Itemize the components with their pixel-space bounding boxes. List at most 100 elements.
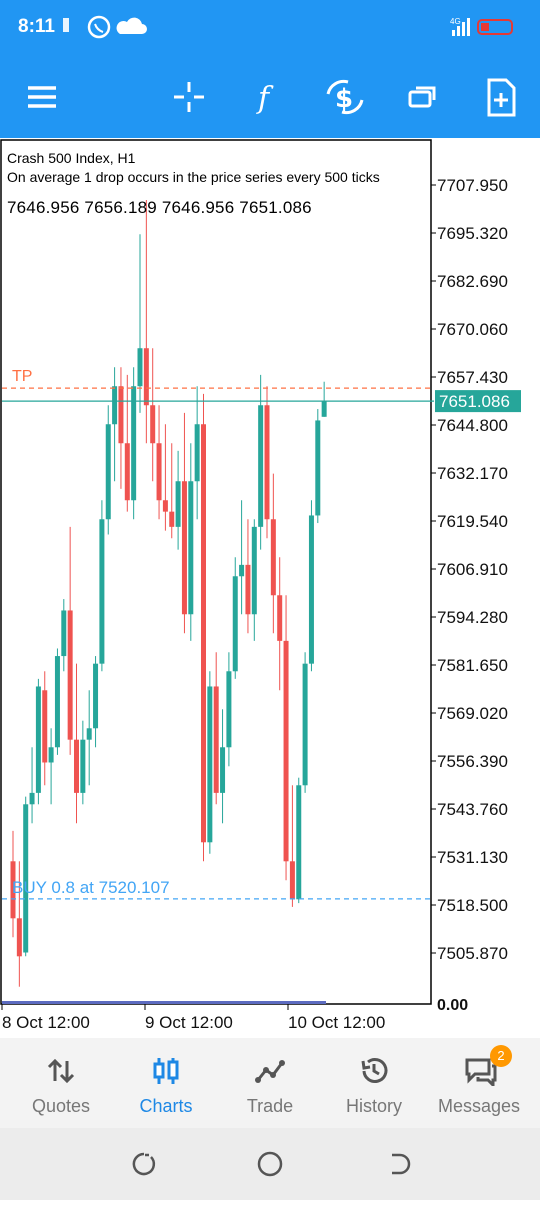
candle-body: [42, 690, 48, 763]
candle-body: [315, 420, 321, 516]
candle: [23, 796, 29, 957]
candle-body: [23, 804, 29, 953]
candle-body: [105, 424, 111, 520]
candle-body: [188, 481, 194, 615]
candle-body: [270, 519, 276, 596]
candle-body: [213, 686, 219, 793]
time-tick-label: 9 Oct 12:00: [145, 1013, 233, 1032]
trend-icon: [255, 1060, 285, 1083]
candle-body: [239, 564, 245, 577]
candle: [131, 367, 137, 520]
windows-icon: [408, 86, 436, 108]
nav-charts[interactable]: Charts: [112, 1038, 220, 1128]
back-icon[interactable]: [392, 1153, 411, 1175]
candle: [232, 557, 238, 679]
candle: [175, 450, 181, 550]
recents-icon[interactable]: [132, 1152, 156, 1176]
menu-button[interactable]: [15, 70, 69, 124]
indicators-button[interactable]: f: [240, 70, 294, 124]
candle-body: [61, 610, 67, 657]
candle: [188, 443, 194, 641]
candle-body: [48, 747, 54, 763]
price-axis: 7651.086 7707.950 7695.320 7682.690 7670.060…: [2, 176, 521, 1014]
menu-icon: [28, 86, 56, 108]
candle-body: [118, 386, 124, 444]
nav-history[interactable]: History: [320, 1038, 428, 1128]
candle: [296, 777, 302, 904]
chart-area[interactable]: TP BUY 0.8 at 7520.107 7651.086 7707.950 76…: [0, 138, 540, 1038]
candle-body: [99, 519, 105, 664]
candle: [201, 393, 206, 862]
candle: [118, 367, 124, 489]
price-tick-label: 7505.870: [437, 944, 508, 963]
candle: [29, 747, 35, 824]
svg-text:$: $: [335, 84, 353, 114]
candle-body: [143, 348, 149, 406]
candle-body: [194, 424, 200, 482]
indicators-icon: f: [256, 81, 274, 116]
candle-body: [283, 640, 289, 862]
price-tick-label: 7606.910: [437, 560, 508, 579]
candle-body: [277, 595, 283, 641]
current-price-value: 7651.086: [439, 392, 510, 411]
candle: [207, 671, 213, 854]
candle-body: [131, 386, 137, 501]
tp-label: TP: [12, 368, 32, 385]
templates-button[interactable]: [474, 70, 528, 124]
candle: [302, 652, 308, 793]
candle-body: [169, 511, 175, 527]
candle: [308, 500, 314, 672]
nav-messages[interactable]: Messages: [425, 1038, 533, 1128]
candle-body: [264, 405, 270, 520]
nav-quotes[interactable]: Quotes: [7, 1038, 115, 1128]
candle: [16, 861, 22, 987]
candle-body: [302, 663, 308, 786]
candle: [251, 519, 257, 641]
candle: [80, 720, 86, 805]
status-right-icons: 4G: [450, 14, 522, 45]
candle: [99, 500, 105, 672]
windows-button[interactable]: [396, 70, 450, 124]
home-icon[interactable]: [257, 1151, 283, 1177]
history-icon: [361, 1058, 388, 1083]
candle-body: [181, 481, 187, 615]
status-left-icons: [60, 14, 150, 45]
candle: [137, 234, 143, 413]
candle-body: [93, 663, 99, 729]
candle: [258, 374, 264, 550]
candle: [93, 656, 99, 748]
candle-body: [54, 656, 60, 748]
price-chart[interactable]: TP BUY 0.8 at 7520.107 7651.0867707.95076…: [0, 138, 540, 1038]
candle-body: [112, 386, 118, 425]
candle: [42, 671, 48, 786]
price-tick-label: 7644.800: [437, 416, 508, 435]
chart-frame: [0, 139, 432, 1005]
candle: [74, 663, 79, 824]
candle-body: [220, 747, 226, 793]
candle: [156, 405, 162, 520]
time-axis: 8 Oct 12:00 9 Oct 12:00 10 Oct 12:00: [1, 1004, 385, 1032]
candle-body: [289, 861, 295, 900]
battery-icon: [477, 19, 513, 35]
nav-trade-label: Trade: [246, 1096, 294, 1116]
price-tick-label: 7594.280: [437, 608, 508, 627]
cloud-icon: [116, 17, 147, 34]
candle-body: [251, 526, 257, 615]
candle: [169, 443, 175, 539]
candle: [150, 348, 156, 482]
bottom-nav: Quotes Charts Trade History Messages: [0, 1038, 540, 1128]
candle-body: [74, 739, 79, 793]
candle-body: [258, 405, 264, 527]
candle-body: [124, 443, 130, 501]
candle: [143, 200, 149, 444]
crosshair-button[interactable]: [162, 70, 216, 124]
buy-label: BUY 0.8 at 7520.107: [12, 878, 170, 897]
new-order-button[interactable]: $: [318, 70, 372, 124]
candle: [277, 557, 283, 691]
templates-icon: [487, 78, 516, 117]
nav-trade[interactable]: Trade: [216, 1038, 324, 1128]
network-type-label: 4G: [450, 17, 461, 26]
price-tick-label: 7619.540: [437, 512, 508, 531]
candle-body: [232, 576, 238, 672]
candle-body: [226, 671, 232, 748]
